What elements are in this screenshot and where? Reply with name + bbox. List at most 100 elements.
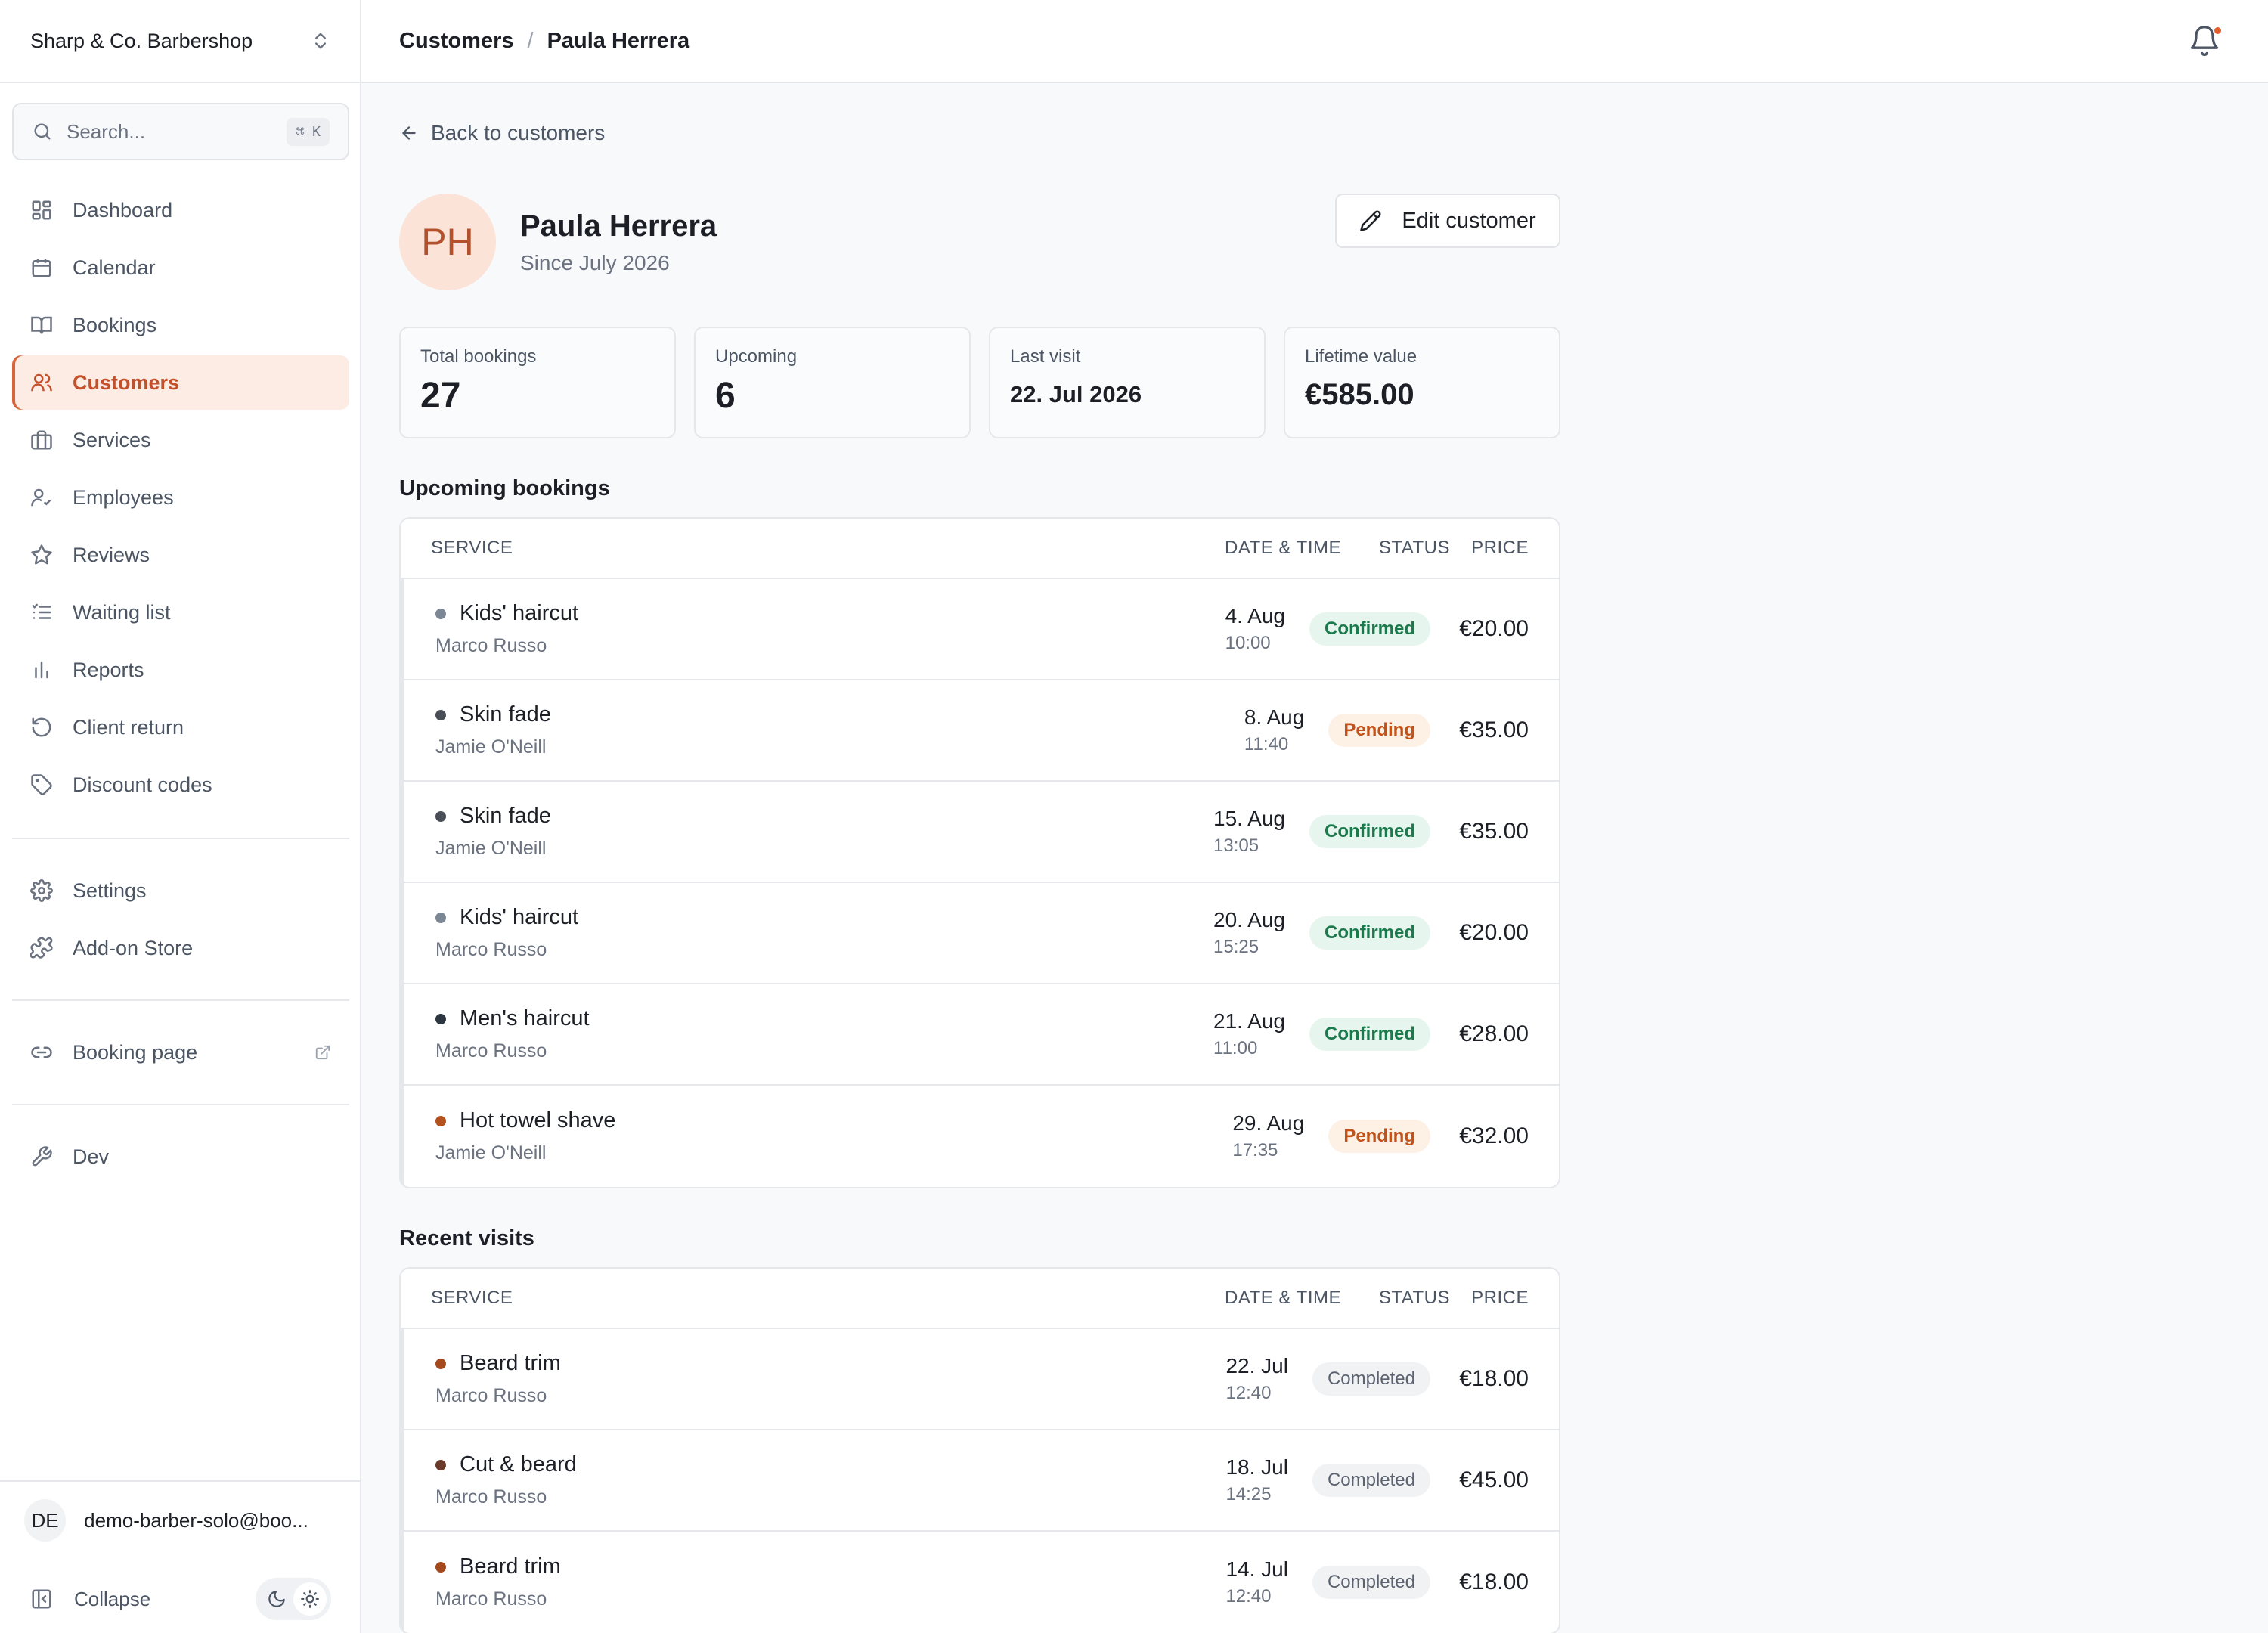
service-name: Cut & beard	[460, 1452, 577, 1477]
table-row[interactable]: Hot towel shave Jamie O'Neill 29. Aug 17:35…	[401, 1086, 1559, 1187]
table-row[interactable]: Beard trim Marco Russo 14. Jul 12:40 Complet…	[401, 1532, 1559, 1633]
customer-since: Since July 2026	[520, 250, 670, 274]
secondary-nav: Settings Add-on Store	[12, 863, 349, 978]
nav-label: Discount codes	[73, 773, 212, 796]
nav-item-customers[interactable]: Customers	[12, 355, 349, 410]
employee-name: Marco Russo	[435, 1486, 547, 1508]
nav-label: Add-on Store	[73, 936, 194, 959]
list-icon	[32, 603, 51, 619]
date-time-cell: 22. Jul 12:40	[1225, 1354, 1288, 1404]
briefcase-icon	[31, 430, 52, 450]
date-time-cell: 29. Aug 17:35	[1232, 1111, 1304, 1161]
booking-date: 20. Aug	[1213, 908, 1285, 931]
date-time-cell: 8. Aug 11:40	[1244, 705, 1304, 755]
customer-avatar: PH	[399, 194, 496, 290]
search-input[interactable]: Search... ⌘ K	[12, 103, 349, 160]
service-cell: Kids' haircut Marco Russo	[435, 601, 1225, 657]
service-color-dot	[435, 1358, 446, 1369]
workspace-switcher[interactable]: Sharp & Co. Barbershop	[0, 0, 361, 83]
service-color-dot	[435, 1561, 446, 1573]
service-line: Cut & beard	[435, 1452, 1225, 1477]
service-name: Skin fade	[460, 804, 551, 828]
table-row[interactable]: Men's haircut Marco Russo 21. Aug 11:00 Conf…	[401, 984, 1559, 1086]
dark-mode-button[interactable]	[260, 1582, 293, 1616]
booking-date: 14. Jul	[1225, 1557, 1288, 1581]
nav-item-employees[interactable]: Employees	[12, 470, 349, 525]
nav-item-waiting-list[interactable]: Waiting list	[12, 585, 349, 640]
service-line: Beard trim	[435, 1554, 1225, 1579]
nav-item-settings[interactable]: Settings	[12, 863, 349, 918]
nav-item-calendar[interactable]: Calendar	[12, 240, 349, 295]
breadcrumb-separator: /	[527, 28, 534, 53]
nav-item-reviews[interactable]: Reviews	[12, 528, 349, 582]
booking-date: 8. Aug	[1244, 705, 1305, 729]
collapse-button[interactable]: Collapse	[74, 1587, 151, 1610]
edit-customer-label: Edit customer	[1402, 208, 1536, 233]
table-row[interactable]: Skin fade Jamie O'Neill 15. Aug 13:05 Confir…	[401, 782, 1559, 883]
table-row[interactable]: Kids' haircut Marco Russo 4. Aug 10:00 Confi…	[401, 579, 1559, 680]
light-mode-button[interactable]	[293, 1582, 327, 1616]
puzzle-icon	[30, 937, 53, 959]
stat-label: Lifetime value	[1305, 346, 1418, 367]
pencil-icon	[1360, 210, 1381, 231]
workspace-name: Sharp & Co. Barbershop	[30, 29, 253, 52]
nav-label: Bookings	[73, 313, 157, 336]
upcoming-bookings-table: SERVICE DATE & TIME STATUS PRICE Kids' h…	[399, 517, 1560, 1188]
status-badge: Confirmed	[1309, 612, 1430, 646]
service-name: Kids' haircut	[460, 905, 579, 929]
nav-item-add-on-store[interactable]: Add-on Store	[12, 921, 349, 975]
table-row[interactable]: Cut & beard Marco Russo 18. Jul 14:25 Comple…	[401, 1430, 1559, 1532]
date-time-cell: 18. Jul 14:25	[1225, 1455, 1288, 1505]
search-shortcut: ⌘ K	[287, 117, 330, 146]
booking-time: 11:00	[1213, 1038, 1258, 1058]
column-date: DATE & TIME	[1225, 1287, 1341, 1308]
service-line: Kids' haircut	[435, 601, 1225, 626]
recent-visits-table: SERVICE DATE & TIME STATUS PRICE Beard t…	[399, 1267, 1560, 1633]
nav-divider	[12, 999, 349, 1001]
nav-item-booking-page[interactable]: Booking page	[12, 1025, 349, 1080]
stat-upcoming: Upcoming 6	[694, 327, 971, 438]
nav-item-client-return[interactable]: Client return	[12, 700, 349, 755]
status-badge: Completed	[1312, 1566, 1430, 1599]
nav-item-bookings[interactable]: Bookings	[12, 298, 349, 352]
booking-time: 11:40	[1244, 734, 1289, 755]
theme-toggle[interactable]	[256, 1578, 331, 1620]
edit-customer-button[interactable]: Edit customer	[1335, 194, 1560, 248]
wrench-icon	[32, 1146, 52, 1167]
breadcrumb-customers[interactable]: Customers	[399, 28, 514, 53]
nav-label: Dashboard	[73, 198, 173, 222]
status-badge: Confirmed	[1309, 1018, 1430, 1051]
price: €28.00	[1459, 1021, 1529, 1046]
date-time-cell: 14. Jul 12:40	[1225, 1557, 1288, 1607]
back-to-customers-link[interactable]: Back to customers	[399, 121, 605, 145]
nav-divider	[12, 838, 349, 839]
date-time-cell: 15. Aug 13:05	[1213, 807, 1285, 857]
service-cell: Beard trim Marco Russo	[435, 1554, 1225, 1610]
sidebar-collapse-icon[interactable]	[30, 1588, 53, 1610]
nav-label: Booking page	[73, 1040, 198, 1064]
nav-item-dashboard[interactable]: Dashboard	[12, 183, 349, 237]
service-name: Beard trim	[460, 1554, 561, 1579]
nav-item-discount-codes[interactable]: Discount codes	[12, 758, 349, 812]
service-line: Beard trim	[435, 1351, 1225, 1376]
price: €18.00	[1459, 1569, 1529, 1594]
table-row[interactable]: Kids' haircut Marco Russo 20. Aug 15:25 Conf…	[401, 883, 1559, 984]
column-service: SERVICE	[431, 538, 513, 558]
nav-item-dev[interactable]: Dev	[12, 1129, 349, 1184]
service-cell: Hot towel shave Jamie O'Neill	[435, 1108, 1232, 1164]
stat-lifetime-value: Lifetime value €585.00	[1284, 327, 1560, 438]
user-menu[interactable]: DE demo-barber-solo@boo...	[0, 1480, 361, 1559]
status-badge: Completed	[1312, 1362, 1430, 1396]
booking-time: 10:00	[1225, 633, 1271, 653]
bell-icon[interactable]	[2188, 24, 2221, 57]
calendar-icon	[32, 259, 51, 277]
service-line: Skin fade	[435, 804, 1213, 829]
nav-label: Reviews	[73, 543, 150, 566]
table-row[interactable]: Skin fade Jamie O'Neill 8. Aug 11:40 Pending…	[401, 680, 1559, 782]
service-name: Men's haircut	[460, 1006, 590, 1030]
booking-time: 12:40	[1225, 1586, 1272, 1607]
nav-item-services[interactable]: Services	[12, 413, 349, 467]
table-row[interactable]: Beard trim Marco Russo 22. Jul 12:40 Complet…	[401, 1329, 1559, 1430]
service-cell: Men's haircut Marco Russo	[435, 1006, 1213, 1062]
nav-item-reports[interactable]: Reports	[12, 643, 349, 697]
